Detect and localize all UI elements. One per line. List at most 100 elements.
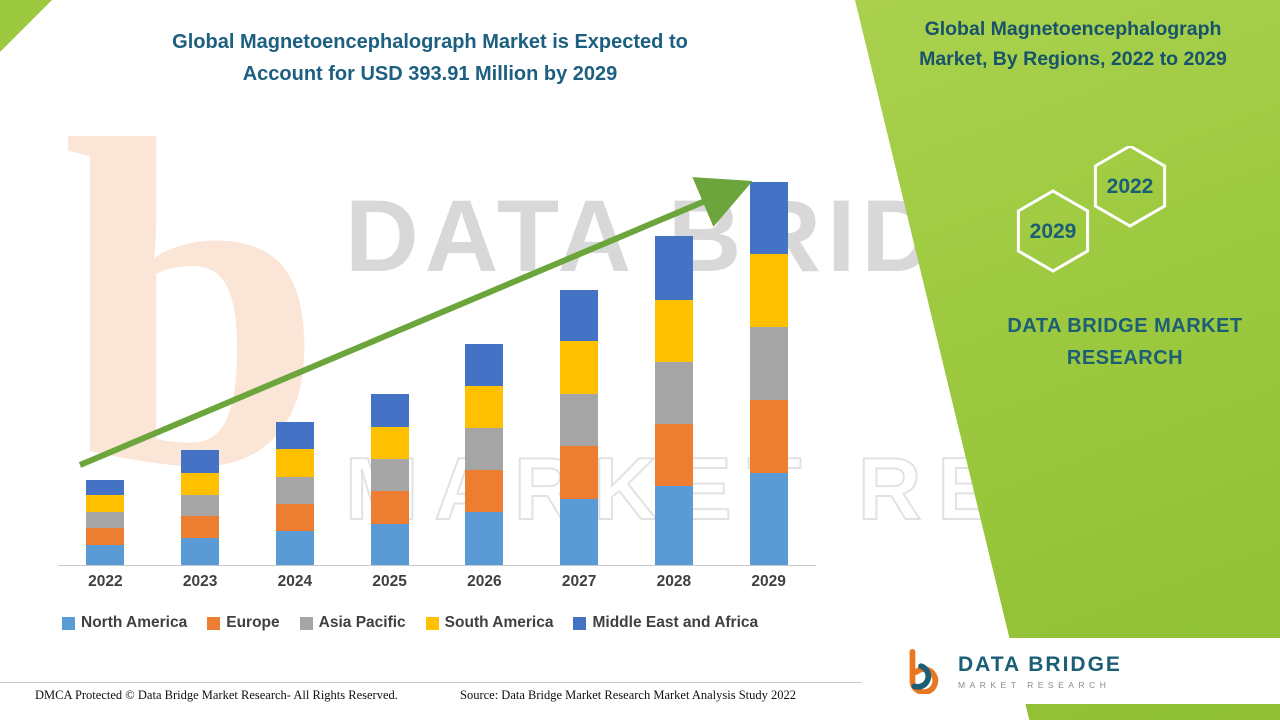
bar-segment-2028	[654, 486, 693, 565]
bar-slot-2023	[153, 178, 248, 565]
stacked-bar-2027	[560, 289, 599, 565]
bar-segment-2026	[465, 511, 504, 565]
bar-slot-2029	[721, 178, 816, 565]
legend-label: Middle East and Africa	[592, 614, 759, 631]
source-note: Source: Data Bridge Market Research Mark…	[460, 688, 797, 702]
bar-segment-2029	[749, 182, 788, 254]
x-axis-label-2022: 2022	[88, 573, 123, 590]
bar-segment-2026	[465, 469, 504, 512]
stacked-bar-2025	[370, 393, 409, 565]
bar-segment-2025	[370, 491, 409, 525]
panel-brand-text: DATA BRIDGE MARKET RESEARCH	[940, 310, 1280, 374]
bar-segment-2023	[181, 516, 220, 538]
x-axis-label-2026: 2026	[467, 573, 502, 590]
panel-title-line2: Market, By Regions, 2022 to 2029	[919, 48, 1227, 71]
footer-divider	[0, 682, 862, 683]
bar-segment-2027	[560, 289, 599, 342]
panel-brand-line2: RESEARCH	[1066, 347, 1184, 369]
bar-segment-2026	[465, 427, 504, 470]
bar-segment-2023	[181, 495, 220, 517]
legend-swatch	[207, 616, 221, 630]
bar-segment-2025	[370, 524, 409, 565]
bar-segment-2027	[560, 446, 599, 499]
bar-segment-2025	[370, 393, 409, 427]
hexagon-2029-outline	[1016, 189, 1090, 273]
dmca-notice: DMCA Protected © Data Bridge Market Rese…	[35, 688, 398, 702]
x-axis-label-2025: 2025	[372, 573, 407, 590]
bar-segment-2022	[86, 544, 125, 565]
corner-accent-triangle	[0, 0, 52, 52]
bar-segment-2024	[275, 531, 314, 565]
bar-segment-2027	[560, 341, 599, 394]
brand-logo-band: DATA BRIDGE MARKET RESEARCH	[878, 638, 1280, 704]
legend-label: Asia Pacific	[318, 614, 406, 631]
x-axis-labels: 2022 2023 2024 2025 2026 2027 2028 2029	[58, 573, 816, 591]
bar-segment-2029	[749, 399, 788, 473]
bar-segment-2028	[654, 361, 693, 425]
bar-slot-2028	[627, 178, 722, 565]
page-title-line1: Global Magnetoencephalograph Market is E…	[172, 31, 688, 53]
bar-segment-2024	[275, 476, 314, 504]
logo-text: DATA BRIDGE MARKET RESEARCH	[958, 653, 1122, 690]
legend-item: North America	[62, 614, 187, 632]
stacked-bar-2028	[654, 236, 693, 565]
bar-segment-2028	[654, 299, 693, 362]
bar-segment-2024	[275, 422, 314, 450]
chart-legend: North America Europe Asia Pacific South Ame…	[62, 614, 852, 632]
bar-slot-2027	[532, 178, 627, 565]
logo-tagline: MARKET RESEARCH	[958, 679, 1111, 690]
data-bridge-logo-icon	[909, 648, 939, 694]
bar-segment-2026	[465, 386, 504, 428]
legend-swatch	[299, 616, 313, 630]
legend-item: Europe	[207, 614, 280, 632]
logo-name: DATA BRIDGE	[958, 652, 1122, 676]
panel-title: Global Magnetoencephalograph Market, By …	[875, 14, 1271, 74]
bar-slot-2025	[342, 178, 437, 565]
bar-segment-2023	[181, 472, 220, 496]
x-axis-label-2024: 2024	[277, 573, 313, 590]
panel-brand-line1: DATA BRIDGE MARKET	[1007, 315, 1243, 337]
hexagon-2022-outline	[1093, 146, 1167, 228]
bar-segment-2026	[465, 344, 504, 387]
x-axis-label-2023: 2023	[182, 573, 218, 590]
bar-segment-2022	[86, 479, 125, 496]
legend-swatch	[62, 616, 75, 630]
bar-slot-2022	[58, 178, 153, 565]
legend-label: Europe	[226, 614, 280, 631]
legend-swatch	[573, 616, 587, 630]
bar-segment-2029	[749, 253, 788, 327]
stacked-bar-2023	[181, 450, 220, 565]
bar-segment-2023	[181, 450, 220, 473]
bar-segment-2024	[275, 503, 314, 531]
hexagon-2029-label: 2029	[1030, 220, 1077, 243]
page-title-line2: Account for USD 393.91 Million by 2029	[242, 63, 618, 85]
bar-segment-2022	[86, 495, 125, 512]
bar-segment-2029	[749, 472, 788, 565]
stacked-bar-2029	[749, 182, 788, 565]
bar-segment-2022	[86, 511, 125, 529]
bar-segment-2025	[370, 459, 409, 492]
bar-segment-2025	[370, 426, 409, 460]
legend-item: South America	[425, 614, 553, 632]
legend-swatch	[425, 616, 439, 630]
bar-segment-2027	[560, 498, 599, 565]
bar-slot-2024	[248, 178, 343, 565]
x-axis-label-2028: 2028	[656, 573, 692, 590]
hexagon-2022-label: 2022	[1107, 175, 1154, 198]
bar-segment-2024	[275, 449, 314, 477]
x-axis-label-2029: 2029	[751, 573, 786, 590]
hexagon-year-badges: 2022 2029	[1016, 146, 1167, 273]
bar-segment-2023	[181, 537, 220, 565]
bar-segment-2029	[749, 326, 788, 400]
bar-segment-2028	[654, 236, 693, 300]
stacked-bar-2022	[86, 479, 125, 565]
legend-label: North America	[81, 614, 188, 631]
bar-segment-2022	[86, 528, 125, 545]
panel-title-line1: Global Magnetoencephalograph	[924, 18, 1222, 40]
bar-segment-2027	[560, 393, 599, 447]
x-axis-label-2027: 2027	[561, 573, 597, 590]
legend-item: Asia Pacific	[299, 614, 406, 632]
page-title: Global Magnetoencephalograph Market is E…	[85, 26, 775, 90]
bar-slot-2026	[437, 178, 532, 565]
legend-item: Middle East and Africa	[573, 614, 758, 632]
